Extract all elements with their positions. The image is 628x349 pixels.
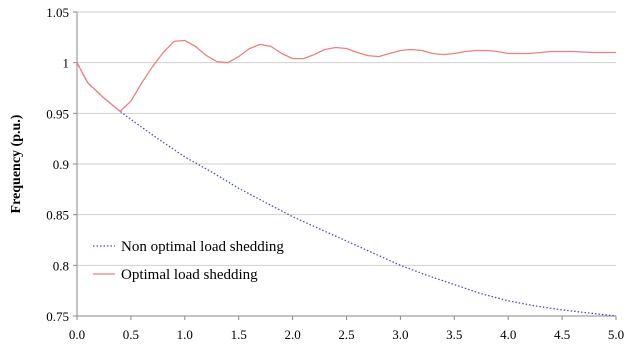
y-tick-label: 0.85 bbox=[46, 208, 69, 223]
y-axis-label: Frequency (p.u.) bbox=[9, 114, 24, 213]
legend-label-non-optimal: Non optimal load shedding bbox=[121, 239, 284, 255]
y-tick-label: 1.05 bbox=[46, 5, 69, 20]
gridlines bbox=[77, 11, 616, 266]
x-tick-label: 0.5 bbox=[123, 327, 139, 342]
x-tick-labels: 0.0 0.5 1.0 1.5 2.0 2.5 3.0 3.5 4.0 4.5 5.0 bbox=[69, 316, 624, 342]
x-tick-label: 5.0 bbox=[608, 327, 624, 342]
x-tick-label: 1.0 bbox=[177, 327, 193, 342]
y-tick-label: 0.8 bbox=[53, 258, 69, 273]
y-tick-label: 1 bbox=[63, 56, 70, 71]
x-tick-label: 4.5 bbox=[554, 327, 570, 342]
series-line-optimal bbox=[76, 39, 616, 112]
legend: Non optimal load shedding Optimal load s… bbox=[93, 239, 284, 283]
legend-label-optimal: Optimal load shedding bbox=[121, 267, 258, 283]
x-tick-label: 2.5 bbox=[338, 327, 354, 342]
x-tick-label: 4.0 bbox=[500, 327, 516, 342]
y-tick-labels: 0.75 0.8 0.85 0.9 0.95 1 1.05 bbox=[46, 5, 77, 324]
y-tick-label: 0.75 bbox=[46, 309, 69, 324]
series-lines bbox=[76, 39, 617, 317]
y-tick-label: 0.95 bbox=[46, 106, 69, 121]
y-tick-label: 0.9 bbox=[53, 157, 69, 172]
x-tick-label: 1.5 bbox=[231, 327, 247, 342]
x-tick-label: 2.0 bbox=[284, 327, 300, 342]
series-line-non-optimal bbox=[76, 62, 617, 317]
x-tick-label: 0.0 bbox=[69, 327, 85, 342]
x-tick-label: 3.5 bbox=[446, 327, 462, 342]
x-tick-label: 3.0 bbox=[392, 327, 408, 342]
